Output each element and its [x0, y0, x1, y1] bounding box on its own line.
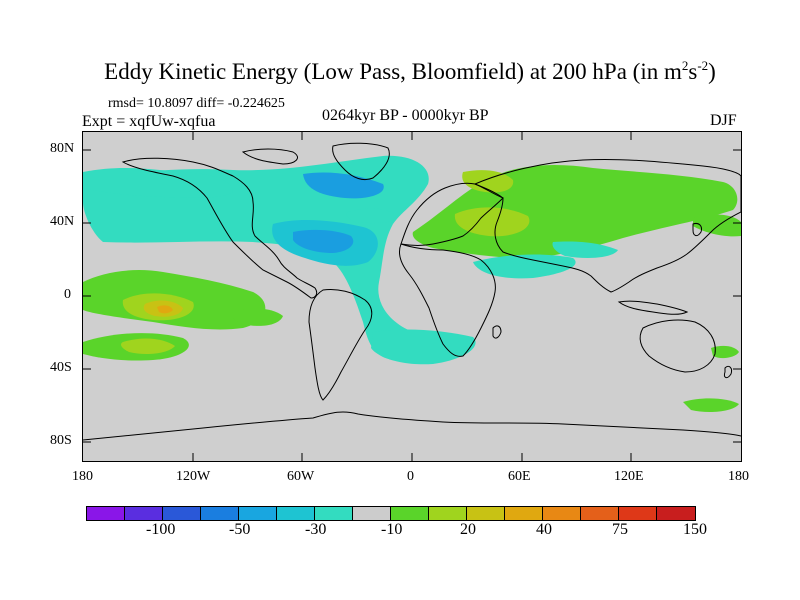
- colorbar-label-minus30: -30: [305, 521, 327, 538]
- axis-ticks: [83, 132, 741, 461]
- contour-cyan-east-asia: [552, 241, 618, 258]
- contour-orange-south-pacific: [157, 305, 173, 314]
- title-close: ): [708, 59, 716, 84]
- colorbar-box-8: [391, 507, 429, 520]
- lon-label-60w: 60W: [287, 469, 315, 484]
- contour-green-east-asia: [693, 214, 741, 237]
- coast-arctic-islands: [241, 148, 298, 165]
- colorbar-box-7: [353, 507, 391, 520]
- contour-cyan-north-atlantic: [83, 155, 429, 361]
- contour-yellowgreen-eurasia: [462, 170, 514, 193]
- coast-indonesia: [617, 300, 689, 315]
- lon-label-120w: 120W: [176, 469, 211, 484]
- contour-cyan-north-africa: [473, 254, 576, 279]
- coast-north-america: [121, 157, 318, 299]
- map-plot: [82, 131, 742, 462]
- title-superscript-2: -2: [697, 58, 709, 73]
- contour-yellowgreen-southern-ocean-west: [121, 338, 175, 354]
- colorbar-box-2: [163, 507, 201, 520]
- period-label: 0264kyr BP - 0000kyr BP: [322, 107, 489, 124]
- colorbar-box-9: [429, 507, 467, 520]
- colorbar-box-15: [657, 507, 695, 520]
- title-unit-s: s: [688, 59, 698, 84]
- lon-label-180e: 180: [728, 469, 749, 484]
- colorbar-label-75: 75: [612, 521, 628, 538]
- lat-label-40s: 40S: [50, 360, 72, 375]
- colorbar-label-20: 20: [460, 521, 476, 538]
- map-title: Eddy Kinetic Energy (Low Pass, Bloomfiel…: [0, 58, 800, 85]
- contour-green-south-central: [231, 308, 283, 326]
- colorbar-label-40: 40: [536, 521, 552, 538]
- colorbar-box-0: [87, 507, 125, 520]
- anomaly-contours: [83, 155, 741, 412]
- colorbar-box-5: [277, 507, 315, 520]
- coast-japan: [692, 223, 702, 237]
- colorbar-label-minus50: -50: [229, 521, 251, 538]
- contour-green-far-south: [683, 398, 739, 412]
- colorbar-box-12: [543, 507, 581, 520]
- map-canvas: [83, 132, 741, 461]
- coast-antarctica: [83, 411, 741, 441]
- lat-label-80n: 80N: [50, 141, 75, 156]
- coast-new-zealand: [724, 365, 732, 379]
- colorbar-box-13: [581, 507, 619, 520]
- lat-label-80s: 80S: [50, 433, 72, 448]
- coast-greenland: [332, 142, 390, 181]
- title-text: Eddy Kinetic Energy (Low Pass, Bloomfiel…: [104, 59, 682, 84]
- coast-africa: [398, 243, 496, 357]
- contour-cyan-mid-atlantic: [346, 208, 398, 224]
- lon-label-120e: 120E: [614, 469, 644, 484]
- lon-label-0: 0: [407, 469, 414, 484]
- lat-label-0: 0: [64, 287, 71, 302]
- colorbar-label-minus100: -100: [146, 521, 176, 538]
- stats-label: rmsd= 10.8097 diff= -0.224625: [108, 96, 285, 111]
- contour-blue-north-america: [303, 172, 384, 199]
- colorbar: [86, 506, 696, 521]
- contour-cyan-south-atlantic: [371, 329, 476, 365]
- coast-asia: [473, 158, 741, 293]
- colorbar-box-1: [125, 507, 163, 520]
- colorbar-label-minus10: -10: [381, 521, 403, 538]
- colorbar-box-3: [201, 507, 239, 520]
- contour-cyan-north-pacific: [83, 167, 233, 198]
- coast-australia: [639, 319, 716, 373]
- colorbar-box-14: [619, 507, 657, 520]
- lon-label-60e: 60E: [508, 469, 531, 484]
- contour-yellowgreen-europe: [454, 207, 530, 237]
- contour-blue-north-atlantic: [293, 229, 354, 253]
- coast-madagascar: [492, 325, 502, 339]
- experiment-label: Expt = xqfUw-xqfua: [82, 113, 216, 130]
- lat-label-40n: 40N: [50, 214, 75, 229]
- colorbar-box-6: [315, 507, 353, 520]
- coastlines: [83, 142, 741, 441]
- lon-label-180w: 180: [72, 469, 93, 484]
- colorbar-box-11: [505, 507, 543, 520]
- season-label: DJF: [710, 112, 737, 129]
- contour-green-indian-ocean: [711, 345, 739, 359]
- title-superscript-1: 2: [681, 58, 689, 73]
- colorbar-label-150: 150: [683, 521, 707, 538]
- coast-south-america: [308, 289, 373, 401]
- colorbar-box-10: [467, 507, 505, 520]
- colorbar-box-4: [239, 507, 277, 520]
